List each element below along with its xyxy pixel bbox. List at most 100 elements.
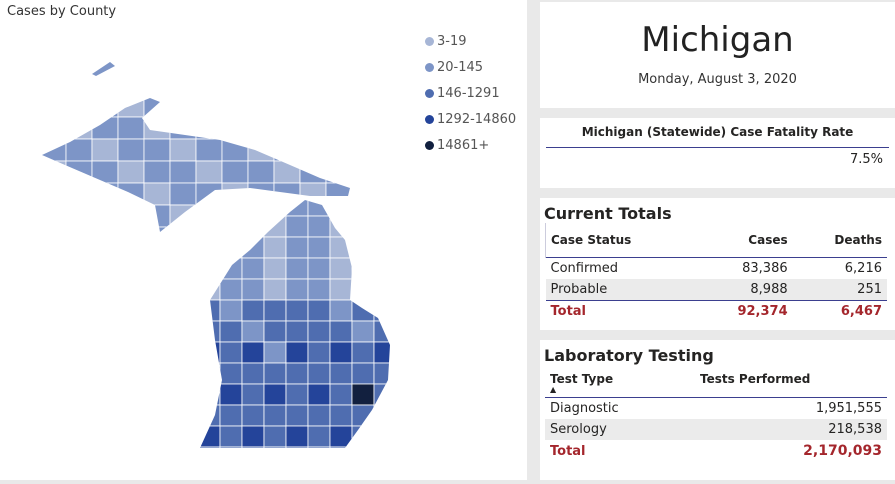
county[interactable] bbox=[198, 404, 221, 427]
county[interactable] bbox=[329, 320, 353, 343]
county[interactable] bbox=[65, 226, 93, 249]
county[interactable] bbox=[329, 362, 353, 385]
county[interactable] bbox=[373, 383, 396, 406]
county[interactable] bbox=[329, 299, 353, 322]
county[interactable] bbox=[373, 362, 396, 385]
county[interactable] bbox=[221, 138, 249, 162]
county[interactable] bbox=[241, 425, 265, 448]
county[interactable] bbox=[65, 182, 93, 206]
county[interactable] bbox=[169, 226, 197, 249]
county[interactable] bbox=[247, 138, 275, 162]
col-case-status[interactable]: Case Status bbox=[545, 223, 695, 257]
county[interactable] bbox=[373, 236, 396, 259]
county[interactable] bbox=[40, 95, 67, 118]
county[interactable] bbox=[195, 226, 223, 249]
county[interactable] bbox=[143, 95, 171, 118]
county[interactable] bbox=[221, 226, 249, 249]
county[interactable] bbox=[299, 116, 327, 140]
county[interactable] bbox=[307, 278, 331, 301]
county[interactable] bbox=[352, 205, 378, 227]
county[interactable] bbox=[373, 341, 396, 364]
county[interactable] bbox=[241, 446, 265, 468]
col-tests-performed[interactable]: Tests Performed bbox=[700, 372, 811, 386]
county[interactable] bbox=[307, 362, 331, 385]
legend-item[interactable]: 14861+ bbox=[425, 132, 516, 158]
county[interactable] bbox=[273, 95, 301, 118]
county[interactable] bbox=[307, 320, 331, 343]
county[interactable] bbox=[40, 182, 67, 206]
county[interactable] bbox=[65, 138, 93, 162]
county[interactable] bbox=[373, 320, 396, 343]
county[interactable] bbox=[307, 425, 331, 448]
county[interactable] bbox=[352, 95, 378, 117]
county[interactable] bbox=[241, 362, 265, 385]
county[interactable] bbox=[352, 139, 378, 161]
county[interactable] bbox=[373, 404, 396, 427]
county[interactable] bbox=[325, 116, 352, 140]
county[interactable] bbox=[117, 182, 145, 206]
county[interactable] bbox=[373, 215, 396, 238]
county[interactable] bbox=[263, 341, 287, 364]
county[interactable] bbox=[307, 383, 331, 406]
county[interactable] bbox=[285, 362, 309, 385]
county[interactable] bbox=[241, 383, 265, 406]
county[interactable] bbox=[241, 215, 265, 238]
isle-royale[interactable] bbox=[92, 62, 115, 76]
county[interactable] bbox=[241, 341, 265, 364]
county[interactable] bbox=[65, 116, 93, 140]
county[interactable] bbox=[263, 362, 287, 385]
county[interactable] bbox=[285, 215, 309, 238]
county[interactable] bbox=[373, 278, 396, 301]
county[interactable] bbox=[329, 257, 353, 280]
county[interactable] bbox=[273, 138, 301, 162]
county[interactable] bbox=[285, 341, 309, 364]
county[interactable] bbox=[373, 299, 396, 322]
county[interactable] bbox=[285, 383, 309, 406]
legend-item[interactable]: 20-145 bbox=[425, 54, 516, 80]
county[interactable] bbox=[198, 383, 221, 406]
legend-item[interactable]: 146-1291 bbox=[425, 80, 516, 106]
county[interactable] bbox=[285, 236, 309, 259]
county[interactable] bbox=[241, 278, 265, 301]
county[interactable] bbox=[247, 182, 275, 206]
county[interactable] bbox=[285, 299, 309, 322]
county[interactable] bbox=[352, 117, 378, 139]
county[interactable] bbox=[219, 278, 243, 301]
county[interactable] bbox=[263, 446, 287, 468]
col-deaths[interactable]: Deaths bbox=[834, 232, 882, 247]
county[interactable] bbox=[219, 299, 243, 322]
county[interactable] bbox=[247, 95, 275, 118]
county[interactable] bbox=[307, 195, 331, 217]
county[interactable] bbox=[91, 116, 119, 140]
county[interactable] bbox=[351, 362, 375, 385]
county[interactable] bbox=[263, 383, 287, 406]
county[interactable] bbox=[285, 404, 309, 427]
county[interactable] bbox=[40, 116, 67, 140]
county[interactable] bbox=[329, 383, 353, 406]
county[interactable] bbox=[273, 182, 301, 206]
county[interactable] bbox=[219, 404, 243, 427]
county[interactable] bbox=[241, 404, 265, 427]
county[interactable] bbox=[91, 204, 119, 228]
county[interactable] bbox=[198, 299, 221, 322]
county[interactable] bbox=[263, 425, 287, 448]
county[interactable] bbox=[263, 257, 287, 280]
county[interactable] bbox=[65, 95, 93, 118]
county[interactable] bbox=[325, 160, 352, 184]
county[interactable] bbox=[285, 257, 309, 280]
county[interactable] bbox=[351, 383, 375, 406]
county-map[interactable] bbox=[0, 0, 527, 480]
county[interactable] bbox=[299, 95, 327, 118]
county[interactable] bbox=[352, 161, 378, 183]
county[interactable] bbox=[307, 299, 331, 322]
county[interactable] bbox=[373, 195, 396, 217]
county[interactable] bbox=[40, 160, 67, 184]
county[interactable] bbox=[263, 236, 287, 259]
county[interactable] bbox=[219, 425, 243, 448]
county[interactable] bbox=[351, 257, 375, 280]
county[interactable] bbox=[219, 215, 243, 238]
county[interactable] bbox=[169, 116, 197, 140]
county[interactable] bbox=[198, 215, 221, 238]
county[interactable] bbox=[198, 341, 221, 364]
county[interactable] bbox=[241, 320, 265, 343]
